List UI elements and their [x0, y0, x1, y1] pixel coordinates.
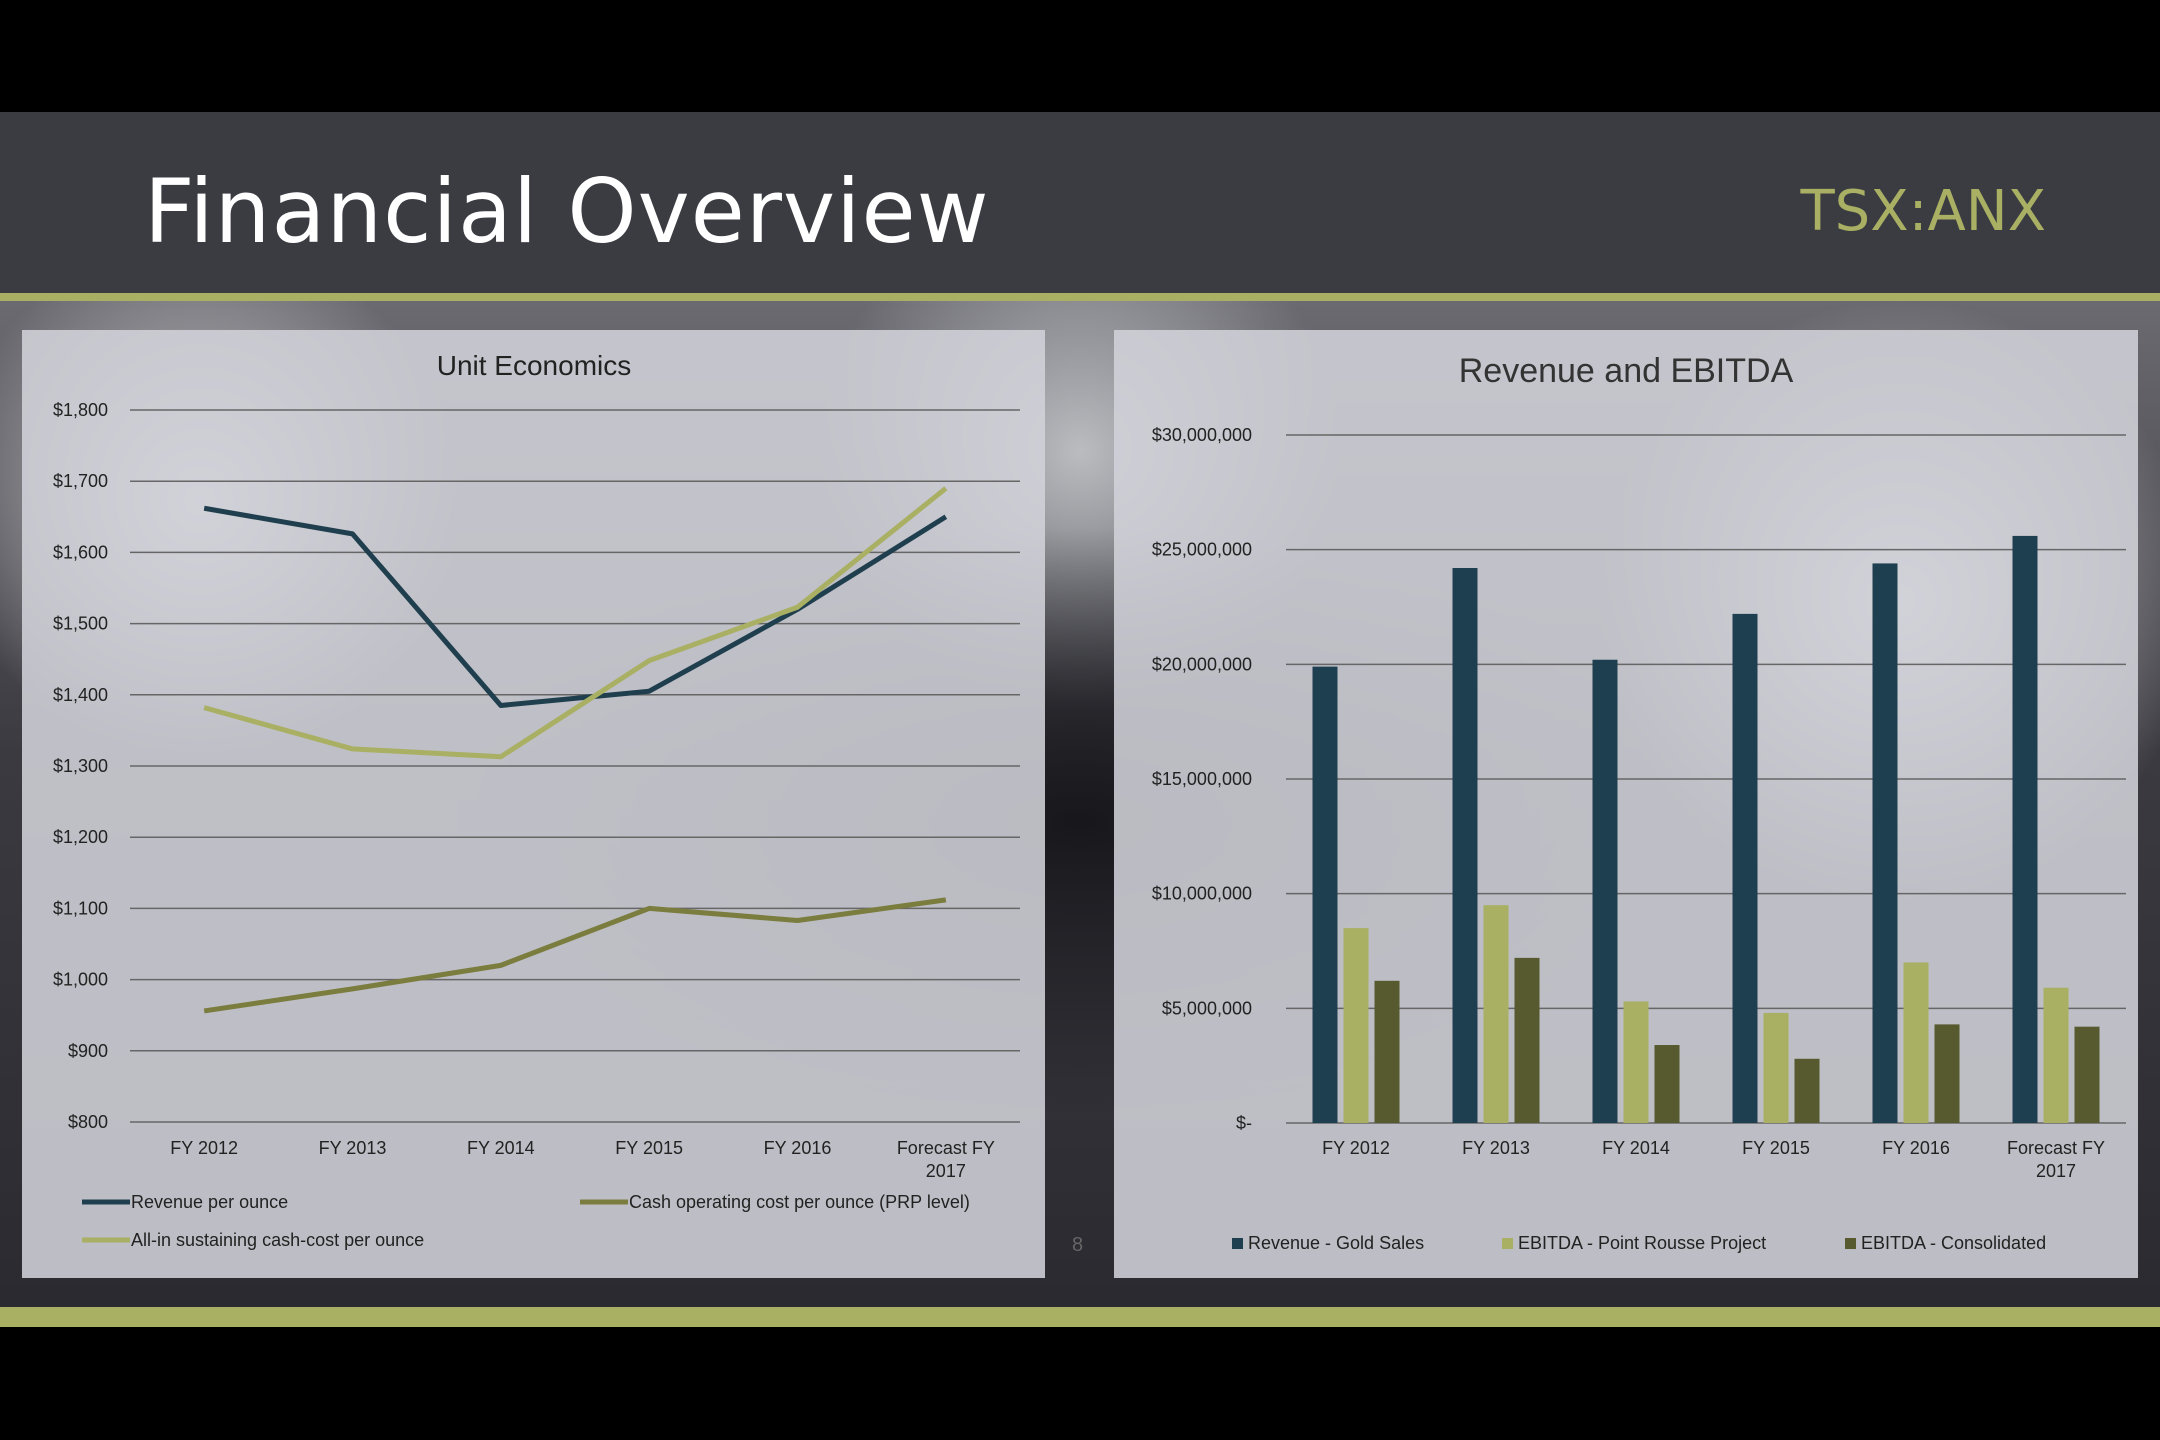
y-tick-label: $1,100 — [53, 898, 108, 918]
bar — [1903, 962, 1929, 1123]
x-tick-label: FY 2015 — [615, 1138, 683, 1158]
bar — [1374, 980, 1400, 1123]
bar — [1794, 1058, 1820, 1123]
y-tick-label: $800 — [68, 1112, 108, 1132]
x-tick-label: FY 2013 — [319, 1138, 387, 1158]
legend-swatch — [1845, 1238, 1856, 1249]
legend-label: EBITDA - Consolidated — [1861, 1233, 2046, 1253]
bar — [2043, 987, 2069, 1123]
bar — [2074, 1026, 2100, 1123]
series-line — [203, 486, 948, 760]
x-tick-label: FY 2016 — [764, 1138, 832, 1158]
bar — [2012, 535, 2038, 1123]
bar — [1623, 1001, 1649, 1123]
header-divider — [0, 293, 2160, 301]
bar — [1592, 659, 1618, 1123]
y-tick-label: $20,000,000 — [1152, 654, 1252, 674]
y-tick-label: $30,000,000 — [1152, 425, 1252, 445]
x-tick-label: Forecast FY 2017 — [2007, 1138, 2105, 1181]
ticker-symbol: TSX:ANX — [1800, 179, 2046, 244]
legend-label: All-in sustaining cash-cost per ounce — [131, 1230, 424, 1250]
y-tick-label: $5,000,000 — [1162, 998, 1252, 1018]
y-tick-label: $1,200 — [53, 827, 108, 847]
x-tick-label: FY 2015 — [1742, 1138, 1810, 1158]
legend-label: EBITDA - Point Rousse Project — [1518, 1233, 1766, 1253]
chart-title: Unit Economics — [437, 350, 632, 381]
legend-label: Cash operating cost per ounce (PRP level… — [629, 1192, 970, 1212]
slide-title: Financial Overview — [144, 160, 990, 263]
y-tick-label: $1,400 — [53, 685, 108, 705]
bar — [1763, 1012, 1789, 1123]
y-tick-label: $1,700 — [53, 471, 108, 491]
y-tick-label: $1,500 — [53, 614, 108, 634]
series-line — [203, 897, 947, 1014]
bar — [1343, 928, 1369, 1123]
bar — [1483, 905, 1509, 1123]
series-line — [203, 505, 948, 708]
legend-swatch — [1232, 1238, 1243, 1249]
x-tick-label: FY 2016 — [1882, 1138, 1950, 1158]
bar — [1514, 957, 1540, 1123]
unit-economics-panel: Unit Economics $800 $900 $1,000 $1,100 $1,200… — [22, 330, 1045, 1278]
bar — [1934, 1024, 1960, 1123]
legend-label: Revenue - Gold Sales — [1248, 1233, 1424, 1253]
footer-divider — [0, 1307, 2160, 1327]
y-tick-label: $1,300 — [53, 756, 108, 776]
y-tick-label: $25,000,000 — [1152, 540, 1252, 560]
bar — [1312, 666, 1338, 1123]
legend-swatch — [1502, 1238, 1513, 1249]
page-number: 8 — [1072, 1234, 1084, 1256]
x-tick-label: Forecast FY 2017 — [897, 1138, 995, 1181]
revenue-ebitda-chart: Revenue and EBITDA $- $5,000,000 $10,000,00… — [1152, 352, 2126, 1253]
chart-title: Revenue and EBITDA — [1459, 352, 1794, 390]
y-tick-label: $10,000,000 — [1152, 884, 1252, 904]
legend-label: Revenue per ounce — [131, 1192, 288, 1212]
bar — [1452, 568, 1478, 1123]
x-tick-label: FY 2012 — [1322, 1138, 1390, 1158]
header-bar — [0, 112, 2160, 293]
y-tick-label: $1,800 — [53, 400, 108, 420]
x-tick-label: FY 2014 — [467, 1138, 535, 1158]
x-tick-label: FY 2013 — [1462, 1138, 1530, 1158]
unit-economics-chart: Unit Economics $800 $900 $1,000 $1,100 $1,200… — [53, 350, 1020, 1250]
y-tick-label: $- — [1236, 1113, 1252, 1133]
bar — [1732, 613, 1758, 1123]
x-tick-label: FY 2012 — [170, 1138, 238, 1158]
y-tick-label: $900 — [68, 1041, 108, 1061]
revenue-ebitda-panel: Revenue and EBITDA $- $5,000,000 $10,000,00… — [1114, 330, 2138, 1278]
y-tick-label: $1,600 — [53, 542, 108, 562]
y-tick-label: $15,000,000 — [1152, 769, 1252, 789]
bar — [1872, 563, 1898, 1123]
bar — [1654, 1045, 1680, 1123]
y-tick-label: $1,000 — [53, 970, 108, 990]
x-tick-label: FY 2014 — [1602, 1138, 1670, 1158]
